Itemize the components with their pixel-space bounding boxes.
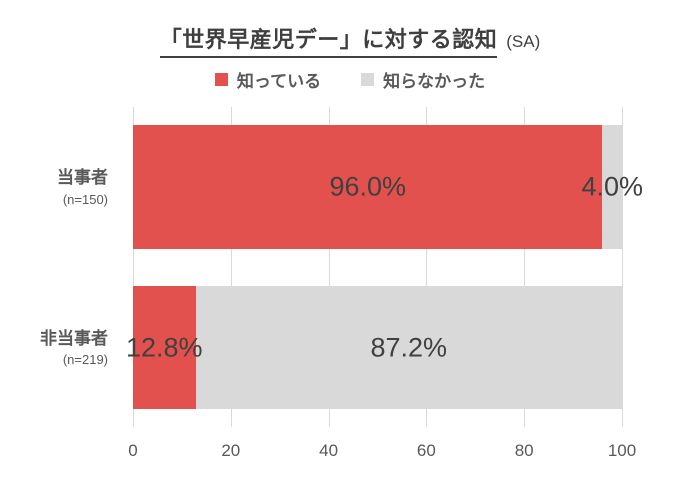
x-tick-label: 40 [319,441,339,460]
gridline [133,107,134,427]
category-name: 当事者 [57,168,108,188]
chart-legend: 知っている 知らなかった [0,67,700,92]
category-n: (n=219) [62,352,108,368]
bar-segment-didnt-know [602,125,622,249]
gridline [426,107,428,427]
plot-area: 96.0% 4.0% 12.8% 87.2% [126,107,643,427]
legend-swatch-gray-icon [361,73,375,86]
x-tick-label: 20 [221,441,241,460]
gridline [328,107,330,427]
chart-title: 「世界早産児デー」に対する認知 [159,22,498,58]
bar-segment-didnt-know [195,286,622,409]
category-label-tojisha: 当事者 (n=150) [0,125,121,249]
category-n: (n=150) [62,191,108,207]
data-label-didnt-know: 4.0% [581,171,643,202]
x-tick-label: 100 [607,441,637,460]
bar-row-hitojisha: 12.8% 87.2% [126,286,622,409]
data-label-know: 96.0% [329,171,406,202]
legend-label: 知っている [236,72,322,91]
bar-segment-know [133,125,603,249]
legend-label: 知らなかった [383,72,486,91]
gridline [622,107,623,427]
legend-item-shiranakatta: 知らなかった [361,67,485,92]
bar-row-tojisha: 96.0% 4.0% [133,125,643,249]
bar-segment-know [133,286,196,409]
data-label-didnt-know: 87.2% [370,332,448,362]
x-tick-label: 80 [514,441,534,460]
legend-swatch-red-icon [214,73,228,86]
x-axis: 0 20 40 60 80 100 [128,441,636,465]
data-label-know: 12.8% [126,332,203,362]
x-tick-label: 60 [416,441,436,460]
x-tick-label: 0 [128,441,138,460]
chart-title-suffix: (SA) [506,32,541,51]
gridline [230,107,232,427]
legend-item-shitteiru: 知っている [214,67,322,92]
chart-title-row: 「世界早産児デー」に対する認知 (SA) [0,22,700,58]
category-name: 非当事者 [40,328,108,348]
category-label-hitojisha: 非当事者 (n=219) [0,286,121,409]
gridline [524,107,526,427]
